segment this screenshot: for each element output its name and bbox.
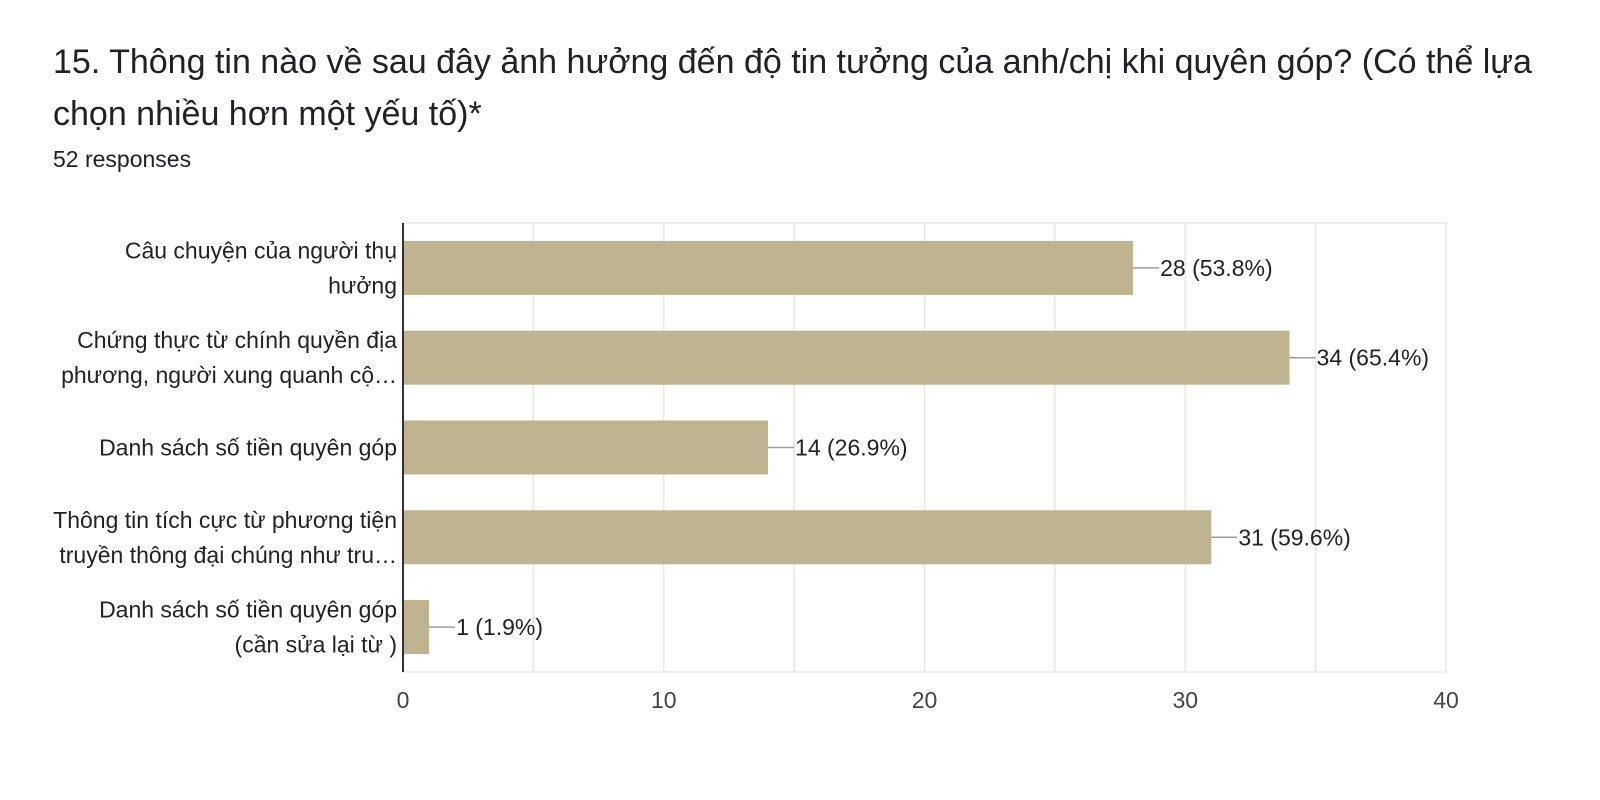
category-label: truyền thông đại chúng như tru… <box>59 542 397 568</box>
data-label: 28 (53.8%) <box>1160 255 1273 281</box>
data-label: 34 (65.4%) <box>1317 345 1430 371</box>
x-tick-label: 0 <box>397 687 410 713</box>
x-tick-label: 30 <box>1172 687 1198 713</box>
category-label: Câu chuyện của người thụ <box>125 237 397 263</box>
x-tick-label: 40 <box>1433 687 1459 713</box>
data-label: 1 (1.9%) <box>456 614 543 640</box>
category-label: hưởng <box>328 272 397 298</box>
data-label: 14 (26.9%) <box>795 435 908 461</box>
category-label: Thông tin tích cực từ phương tiện <box>53 507 397 533</box>
x-tick-label: 20 <box>912 687 938 713</box>
bar <box>403 240 1134 295</box>
question-title: 15. Thông tin nào về sau đây ảnh hưởng đ… <box>53 43 1532 133</box>
bar <box>403 420 769 475</box>
bar <box>403 330 1290 385</box>
category-label: Chứng thực từ chính quyền địa <box>77 327 397 353</box>
x-tick-label: 10 <box>651 687 677 713</box>
bar <box>403 600 430 655</box>
category-label: (cần sửa lại từ ) <box>235 632 397 658</box>
bar <box>403 510 1212 565</box>
data-label: 31 (59.6%) <box>1238 524 1351 550</box>
response-count: 52 responses <box>53 146 192 172</box>
category-label: phương, người xung quanh cộ… <box>61 362 397 388</box>
category-label: Danh sách số tiền quyên góp <box>99 435 397 461</box>
category-label: Danh sách số tiền quyên góp <box>99 597 397 623</box>
